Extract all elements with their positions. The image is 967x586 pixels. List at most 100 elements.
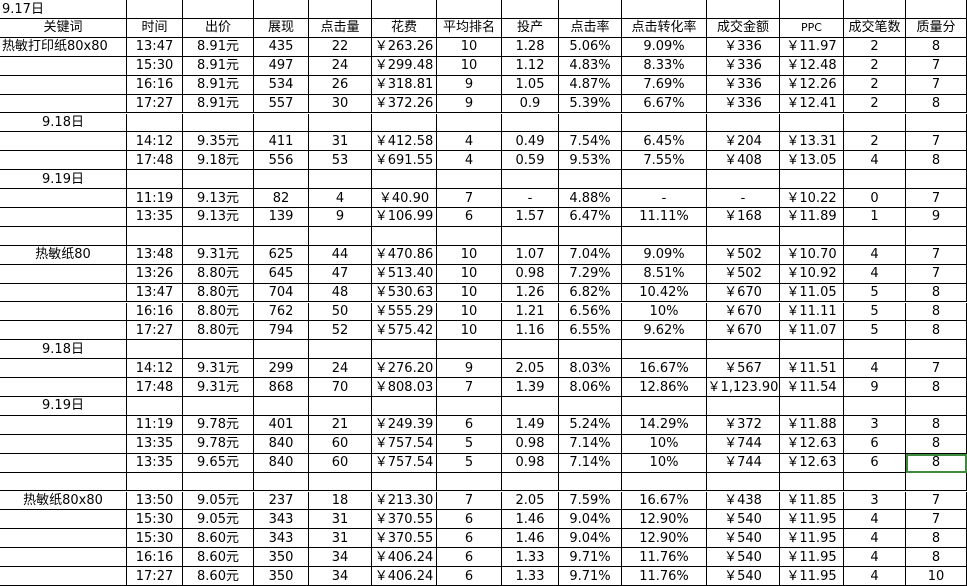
- cell-cost[interactable]: 花费: [372, 19, 437, 38]
- cell-cvr[interactable]: 9.09%: [622, 245, 707, 265]
- cell-ctr[interactable]: [559, 397, 622, 416]
- cell-cvr[interactable]: 6.67%: [622, 94, 707, 114]
- cell-cvr[interactable]: 11.76%: [622, 567, 707, 586]
- cell-bid[interactable]: [183, 340, 254, 360]
- cell-gmv[interactable]: [707, 0, 780, 19]
- cell-avg-rank[interactable]: 10: [437, 56, 502, 76]
- cell-cvr[interactable]: 点击转化率: [622, 19, 707, 38]
- cell-avg-rank[interactable]: 10: [437, 302, 502, 322]
- cell-gmv[interactable]: ￥438: [707, 491, 780, 511]
- cell-roi[interactable]: 1.07: [502, 245, 559, 265]
- cell-cvr[interactable]: [622, 0, 707, 19]
- cell-roi[interactable]: 2.05: [502, 491, 559, 511]
- cell-time[interactable]: 13:35: [127, 208, 183, 227]
- cell-impressions[interactable]: 350: [254, 548, 309, 568]
- cell-bid[interactable]: [183, 113, 254, 133]
- cell-cost[interactable]: ￥575.42: [372, 321, 437, 341]
- cell-cost[interactable]: ￥299.48: [372, 56, 437, 76]
- cell-impressions[interactable]: 794: [254, 321, 309, 341]
- cell-keyword[interactable]: [0, 529, 127, 549]
- cell-ppc[interactable]: ￥10.22: [780, 189, 844, 208]
- cell-clicks[interactable]: [309, 472, 372, 492]
- cell-impressions[interactable]: 237: [254, 491, 309, 511]
- cell-keyword[interactable]: [0, 548, 127, 568]
- cell-keyword[interactable]: [0, 189, 127, 208]
- cell-quality[interactable]: 8: [906, 283, 967, 303]
- cell-avg-rank[interactable]: 5: [437, 453, 502, 473]
- cell-cvr[interactable]: 7.55%: [622, 151, 707, 171]
- cell-quality[interactable]: 10: [906, 567, 967, 586]
- cell-orders[interactable]: 1: [844, 208, 906, 227]
- cell-clicks[interactable]: 点击量: [309, 19, 372, 38]
- cell-orders[interactable]: 成交笔数: [844, 19, 906, 38]
- cell-clicks[interactable]: 47: [309, 264, 372, 284]
- cell-ppc[interactable]: ￥13.31: [780, 132, 844, 152]
- cell-ctr[interactable]: 8.06%: [559, 378, 622, 397]
- cell-orders[interactable]: 9: [844, 378, 906, 397]
- cell-clicks[interactable]: 52: [309, 321, 372, 341]
- cell-ctr[interactable]: 6.56%: [559, 302, 622, 322]
- cell-roi[interactable]: 0.98: [502, 264, 559, 284]
- cell-roi[interactable]: 1.46: [502, 510, 559, 530]
- cell-ctr[interactable]: 4.88%: [559, 189, 622, 208]
- cell-quality[interactable]: 9: [906, 208, 967, 227]
- cell-cost[interactable]: ￥213.30: [372, 491, 437, 511]
- cell-time[interactable]: 13:47: [127, 283, 183, 303]
- cell-gmv[interactable]: [707, 170, 780, 190]
- cell-ppc[interactable]: ￥12.41: [780, 94, 844, 114]
- cell-keyword[interactable]: [0, 434, 127, 454]
- cell-cost[interactable]: [372, 170, 437, 190]
- cell-clicks[interactable]: 31: [309, 510, 372, 530]
- cell-ctr[interactable]: 7.59%: [559, 491, 622, 511]
- cell-ppc[interactable]: [780, 113, 844, 133]
- cell-impressions[interactable]: 343: [254, 529, 309, 549]
- cell-time[interactable]: 15:30: [127, 529, 183, 549]
- cell-cost[interactable]: [372, 113, 437, 133]
- cell-ctr[interactable]: 8.03%: [559, 359, 622, 379]
- cell-quality[interactable]: 8: [906, 415, 967, 435]
- cell-cvr[interactable]: 16.67%: [622, 491, 707, 511]
- cell-bid[interactable]: 9.05元: [183, 491, 254, 511]
- cell-cvr[interactable]: 11.11%: [622, 208, 707, 227]
- cell-ppc[interactable]: ￥10.70: [780, 245, 844, 265]
- cell-avg-rank[interactable]: 4: [437, 132, 502, 152]
- cell-time[interactable]: 13:50: [127, 491, 183, 511]
- cell-impressions[interactable]: 350: [254, 567, 309, 586]
- cell-orders[interactable]: 4: [844, 264, 906, 284]
- cell-roi[interactable]: [502, 0, 559, 19]
- cell-roi[interactable]: -: [502, 189, 559, 208]
- cell-roi[interactable]: [502, 397, 559, 416]
- cell-avg-rank[interactable]: 4: [437, 151, 502, 171]
- cell-ppc[interactable]: ￥13.05: [780, 151, 844, 171]
- cell-cvr[interactable]: 12.90%: [622, 510, 707, 530]
- cell-bid[interactable]: 9.31元: [183, 245, 254, 265]
- cell-keyword[interactable]: [0, 510, 127, 530]
- cell-orders[interactable]: [844, 0, 906, 19]
- cell-avg-rank[interactable]: 5: [437, 434, 502, 454]
- cell-gmv[interactable]: ￥372: [707, 415, 780, 435]
- cell-ctr[interactable]: 9.04%: [559, 510, 622, 530]
- cell-gmv[interactable]: [707, 113, 780, 133]
- cell-roi[interactable]: [502, 226, 559, 246]
- cell-clicks[interactable]: 22: [309, 37, 372, 57]
- cell-bid[interactable]: 9.13元: [183, 208, 254, 227]
- cell-ctr[interactable]: 7.14%: [559, 434, 622, 454]
- cell-orders[interactable]: 2: [844, 56, 906, 76]
- cell-time[interactable]: [127, 340, 183, 360]
- cell-time[interactable]: 13:47: [127, 37, 183, 57]
- cell-roi[interactable]: 1.26: [502, 283, 559, 303]
- cell-time[interactable]: 13:26: [127, 264, 183, 284]
- cell-orders[interactable]: 0: [844, 189, 906, 208]
- cell-quality[interactable]: 8: [906, 453, 967, 473]
- cell-time[interactable]: 15:30: [127, 510, 183, 530]
- cell-impressions[interactable]: 868: [254, 378, 309, 397]
- cell-cvr[interactable]: 6.45%: [622, 132, 707, 152]
- cell-impressions[interactable]: [254, 113, 309, 133]
- cell-keyword[interactable]: 热敏打印纸80x80: [0, 37, 127, 57]
- cell-bid[interactable]: 出价: [183, 19, 254, 38]
- cell-quality[interactable]: 7: [906, 510, 967, 530]
- cell-keyword[interactable]: [0, 151, 127, 171]
- cell-quality[interactable]: [906, 340, 967, 360]
- cell-orders[interactable]: 3: [844, 415, 906, 435]
- cell-ctr[interactable]: 6.47%: [559, 208, 622, 227]
